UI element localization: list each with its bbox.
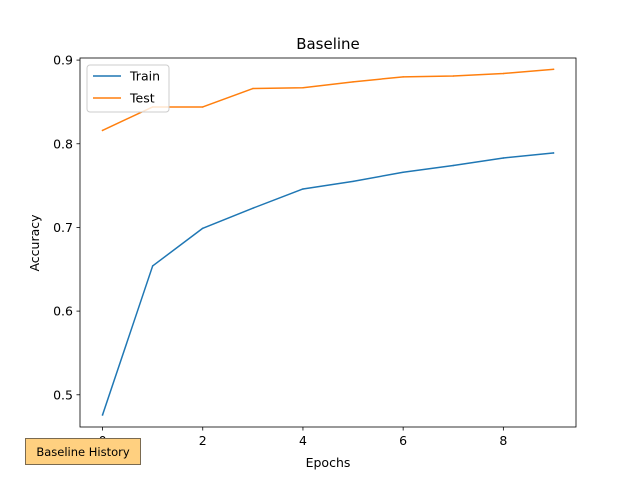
data-point-train-6	[402, 171, 404, 173]
data-point-train-1	[151, 265, 154, 267]
data-point-train-9	[552, 152, 555, 154]
data-point-test-0	[101, 129, 104, 132]
data-point-test-6	[402, 76, 404, 78]
data-point-test-3	[252, 87, 254, 90]
data-point-test-9	[552, 68, 555, 71]
data-point-train-2	[202, 227, 204, 230]
y-tick-label: 0.8	[53, 136, 73, 151]
series-line-train	[101, 152, 555, 416]
legend-label-test: Test	[129, 91, 155, 106]
y-tick-label: 0.6	[53, 304, 73, 319]
data-point-train-5	[352, 180, 354, 183]
plot-area	[79, 57, 577, 428]
y-tick-label: 0.9	[53, 53, 73, 68]
legend: Train Test	[86, 64, 170, 113]
y-axis-ticks: 0.5 0.6 0.7 0.8 0.9	[53, 53, 80, 402]
data-point-train-0	[101, 414, 104, 416]
data-point-train-4	[302, 188, 304, 190]
data-point-test-7	[452, 75, 454, 77]
chart-title: Baseline	[296, 35, 360, 53]
x-tick-label: 6	[399, 433, 407, 448]
data-point-train-7	[452, 164, 454, 167]
x-tick-label: 8	[499, 433, 507, 448]
legend-label-train: Train	[129, 69, 160, 84]
data-point-train-3	[252, 207, 254, 209]
x-axis-title: Epochs	[306, 455, 351, 470]
data-point-test-4	[302, 86, 304, 89]
data-point-test-8	[502, 72, 505, 75]
plot-frame	[79, 57, 577, 428]
y-tick-label: 0.5	[53, 387, 73, 402]
y-axis-title: Accuracy	[27, 214, 42, 272]
data-point-test-5	[352, 81, 354, 83]
baseline-history-button[interactable]: Baseline History	[25, 438, 141, 465]
series-line-test	[101, 68, 555, 132]
x-tick-label: 2	[199, 433, 207, 448]
plot-background	[80, 58, 576, 427]
x-tick-label: 4	[299, 433, 307, 448]
y-tick-label: 0.7	[53, 220, 73, 235]
data-point-train-8	[502, 157, 505, 159]
data-point-test-2	[202, 106, 204, 108]
x-axis-ticks: 02468	[99, 427, 507, 448]
